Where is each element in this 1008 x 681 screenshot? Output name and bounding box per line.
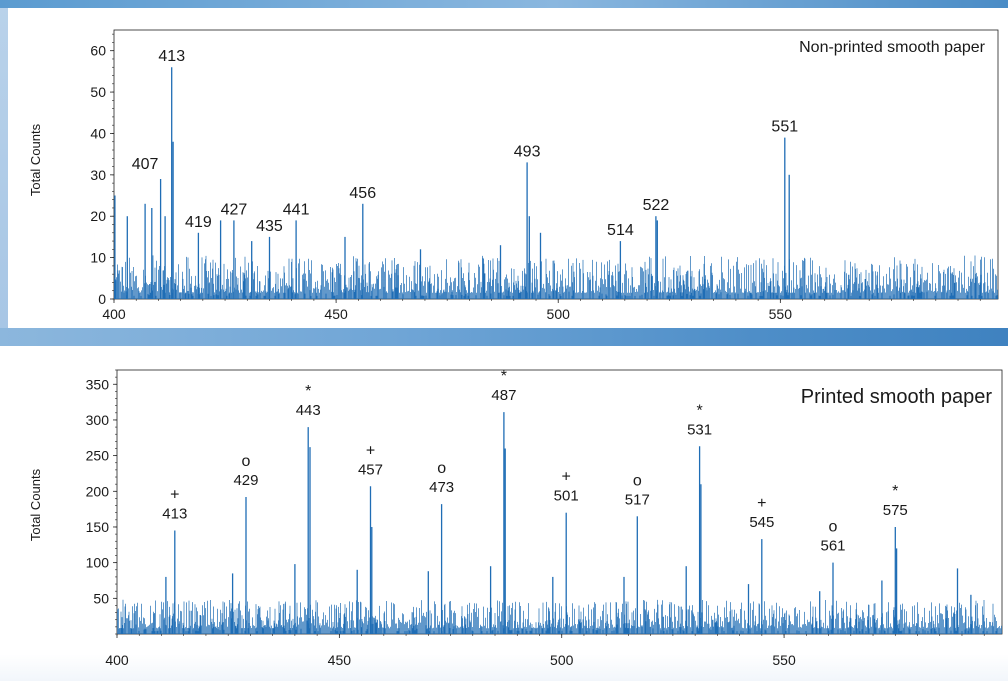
chart2-peak-label-473: 473 (429, 479, 454, 496)
chart2-y-tick-label-1: 100 (86, 555, 110, 571)
chart2-x-tick-label-3: 550 (772, 652, 796, 668)
chart2-peak-marker-517: o (633, 472, 642, 489)
chart2-title: Printed smooth paper (801, 386, 993, 408)
chart2-peak-marker-531: * (696, 402, 702, 419)
chart1-peak-label-407: 407 (132, 156, 159, 173)
chart1-x-tick-label-3: 550 (769, 306, 793, 322)
chart2-peak-marker-561: o (829, 519, 838, 536)
chart2-peak-label-561: 561 (820, 538, 845, 555)
background-strip-top (0, 0, 1008, 8)
chart1-y-tick-label-5: 50 (90, 84, 106, 100)
chart1-y-tick-label-3: 30 (90, 167, 106, 183)
chart1-y-tick-label-1: 10 (90, 250, 106, 266)
chart2-peak-marker-473: o (437, 460, 446, 477)
chart1-title: Non-printed smooth paper (799, 39, 986, 56)
chart2-peak-label-457: 457 (358, 461, 383, 478)
chart1-peak-label-427: 427 (221, 201, 248, 218)
chart2-y-tick-label-0: 50 (93, 590, 109, 606)
chart2-peak-marker-413: + (170, 487, 179, 504)
chart1-plot: 400 450 500 550 0 10 20 30 40 50 60 407 413 419 427 435… (90, 29, 999, 322)
chart2-peak-marker-575: * (892, 483, 898, 500)
chart2-peak-label-517: 517 (625, 491, 650, 508)
chart1-peak-label-493: 493 (514, 143, 541, 160)
background-strip-middle (0, 328, 1008, 346)
chart1-x-tick-label-1: 450 (324, 306, 348, 322)
chart2-peak-label-429: 429 (233, 472, 258, 489)
chart1-x-tick-label-0: 400 (102, 306, 126, 322)
chart1-peak-label-514: 514 (607, 222, 634, 239)
chart1-peak-label-522: 522 (643, 197, 670, 214)
chart1-x-tick-label-2: 500 (547, 306, 571, 322)
chart2-y-tick-label-2: 150 (86, 519, 110, 535)
chart1-peak-label-435: 435 (256, 218, 283, 235)
chart2-x-tick-label-1: 450 (328, 652, 352, 668)
chart2-y-axis-label: Total Counts (28, 468, 43, 541)
chart1-peak-label-441: 441 (283, 201, 310, 218)
chart2-peak-label-545: 545 (749, 514, 774, 531)
chart1-y-tick-label-4: 40 (90, 125, 106, 141)
chart1-y-tick-label-0: 0 (98, 291, 106, 307)
chart2-y-tick-label-6: 350 (86, 376, 110, 392)
chart2-noise-floor (117, 599, 1002, 634)
chart2-plot: 400 450 500 550 50 100 150 200 250 300 350 413 +429 o… (86, 368, 1003, 668)
chart1-peak-label-419: 419 (185, 214, 212, 231)
chart1-y-tick-label-6: 60 (90, 43, 106, 59)
chart2-peak-marker-457: + (366, 442, 375, 459)
chart2-x-tick-label-2: 500 (550, 652, 574, 668)
chart2-x-tick-label-0: 400 (105, 652, 129, 668)
chart2-peak-label-575: 575 (883, 502, 908, 519)
chart2-peak-label-443: 443 (296, 402, 321, 419)
chart1-y-axis-label: Total Counts (28, 123, 43, 196)
chart1-peak-label-456: 456 (349, 185, 376, 202)
chart2-y-tick-label-4: 250 (86, 448, 110, 464)
chart1-peak-label-551: 551 (771, 119, 798, 136)
chart2-peak-marker-545: + (757, 495, 766, 512)
chart1-y-tick-label-2: 20 (90, 208, 106, 224)
chart2-peak-label-501: 501 (554, 488, 579, 505)
chart2-peak-marker-487: * (501, 368, 507, 385)
chart2-peak-marker-501: + (561, 469, 570, 486)
chart2-peak-label-487: 487 (491, 387, 516, 404)
chart2-peak-marker-429: o (242, 453, 251, 470)
chart1-plot-frame (113, 29, 999, 300)
chart2-peak-label-531: 531 (687, 421, 712, 438)
chart2-y-tick-label-3: 200 (86, 483, 110, 499)
chart1-noise-floor (114, 255, 998, 299)
chart2-peak-marker-443: * (305, 383, 311, 400)
chart-panel-non-printed (8, 8, 1008, 328)
chart2-peak-label-413: 413 (162, 506, 187, 523)
background-side-left (0, 8, 8, 328)
chart1-peak-label-413: 413 (158, 48, 185, 65)
chart2-y-tick-label-5: 300 (86, 412, 110, 428)
